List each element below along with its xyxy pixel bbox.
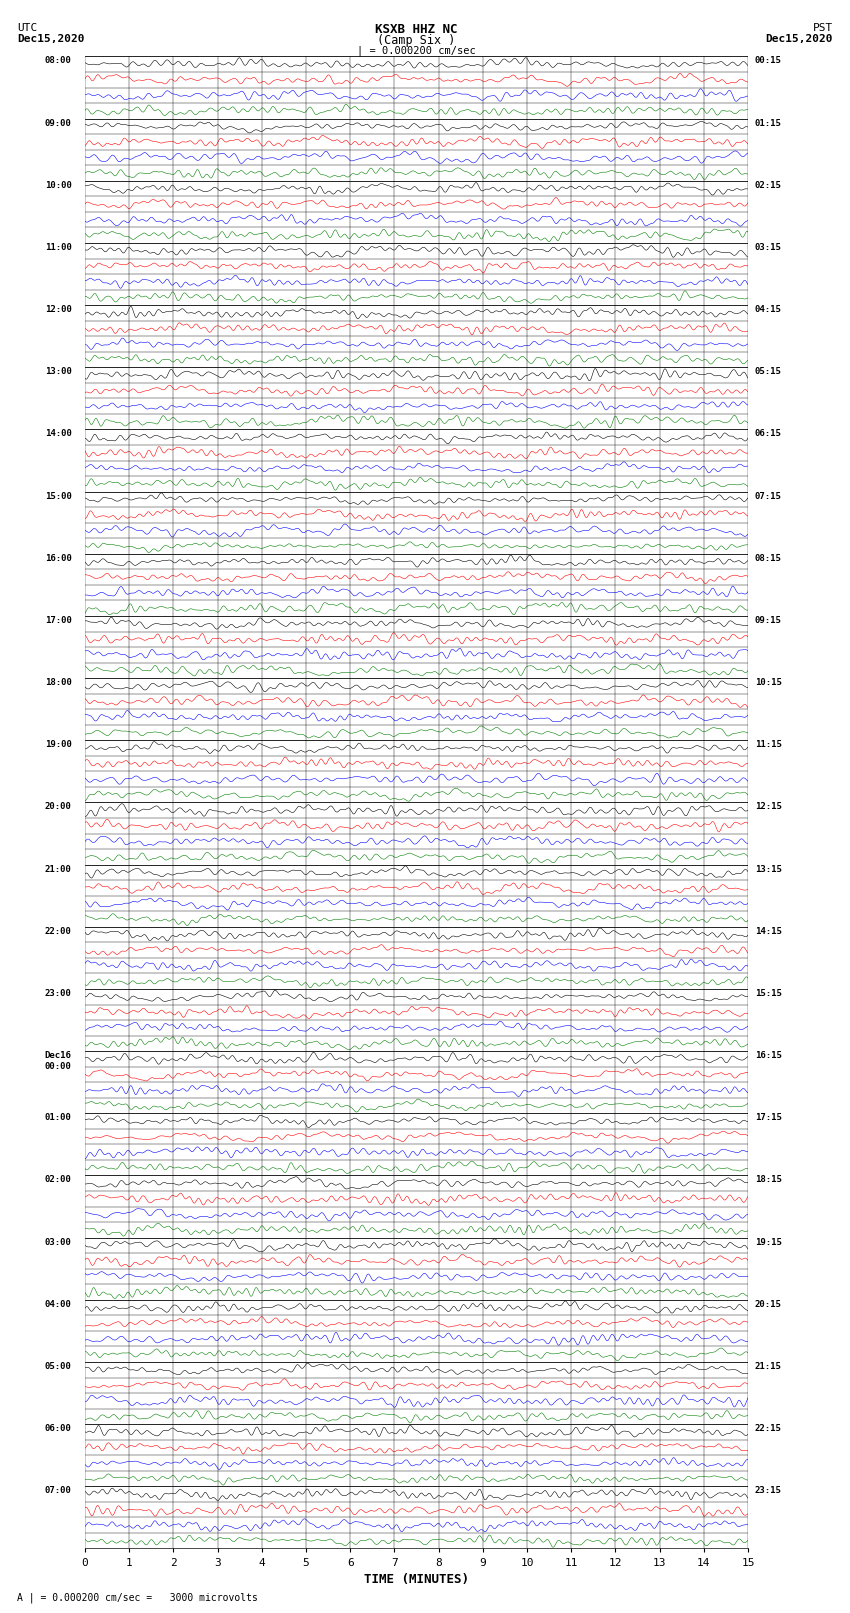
- Text: 03:15: 03:15: [755, 244, 781, 252]
- Text: 14:15: 14:15: [755, 927, 781, 936]
- Text: 08:15: 08:15: [755, 553, 781, 563]
- Text: KSXB HHZ NC: KSXB HHZ NC: [375, 23, 458, 35]
- Text: 13:00: 13:00: [45, 368, 71, 376]
- Text: 11:00: 11:00: [45, 244, 71, 252]
- Text: 00:15: 00:15: [755, 56, 781, 66]
- Text: 16:15: 16:15: [755, 1052, 781, 1060]
- Text: 19:15: 19:15: [755, 1237, 781, 1247]
- Text: 19:00: 19:00: [45, 740, 71, 750]
- Text: PST: PST: [813, 23, 833, 32]
- Text: 10:00: 10:00: [45, 181, 71, 190]
- Text: 11:15: 11:15: [755, 740, 781, 750]
- Text: 10:15: 10:15: [755, 677, 781, 687]
- Text: 05:00: 05:00: [45, 1361, 71, 1371]
- Text: 02:15: 02:15: [755, 181, 781, 190]
- Text: 15:00: 15:00: [45, 492, 71, 500]
- Text: 22:00: 22:00: [45, 927, 71, 936]
- Text: 14:00: 14:00: [45, 429, 71, 439]
- Text: (Camp Six ): (Camp Six ): [377, 34, 456, 47]
- Text: Dec16
00:00: Dec16 00:00: [45, 1052, 71, 1071]
- Text: 02:00: 02:00: [45, 1176, 71, 1184]
- Text: | = 0.000200 cm/sec: | = 0.000200 cm/sec: [357, 45, 476, 56]
- Text: 15:15: 15:15: [755, 989, 781, 998]
- Text: 05:15: 05:15: [755, 368, 781, 376]
- Text: 23:15: 23:15: [755, 1486, 781, 1495]
- Text: 18:00: 18:00: [45, 677, 71, 687]
- Text: 22:15: 22:15: [755, 1424, 781, 1432]
- Text: 01:15: 01:15: [755, 119, 781, 127]
- Text: 01:00: 01:00: [45, 1113, 71, 1123]
- Text: 12:15: 12:15: [755, 803, 781, 811]
- Text: 08:00: 08:00: [45, 56, 71, 66]
- Text: UTC: UTC: [17, 23, 37, 32]
- Text: 07:00: 07:00: [45, 1486, 71, 1495]
- Text: Dec15,2020: Dec15,2020: [17, 34, 84, 44]
- Text: 18:15: 18:15: [755, 1176, 781, 1184]
- Text: 04:15: 04:15: [755, 305, 781, 315]
- Text: 17:00: 17:00: [45, 616, 71, 624]
- Text: 16:00: 16:00: [45, 553, 71, 563]
- Text: 04:00: 04:00: [45, 1300, 71, 1308]
- Text: A | = 0.000200 cm/sec =   3000 microvolts: A | = 0.000200 cm/sec = 3000 microvolts: [17, 1592, 258, 1603]
- Text: 17:15: 17:15: [755, 1113, 781, 1123]
- Text: 21:15: 21:15: [755, 1361, 781, 1371]
- Text: 20:15: 20:15: [755, 1300, 781, 1308]
- Text: 09:00: 09:00: [45, 119, 71, 127]
- Text: 03:00: 03:00: [45, 1237, 71, 1247]
- X-axis label: TIME (MINUTES): TIME (MINUTES): [364, 1573, 469, 1586]
- Text: Dec15,2020: Dec15,2020: [766, 34, 833, 44]
- Text: 07:15: 07:15: [755, 492, 781, 500]
- Text: 06:00: 06:00: [45, 1424, 71, 1432]
- Text: 09:15: 09:15: [755, 616, 781, 624]
- Text: 06:15: 06:15: [755, 429, 781, 439]
- Text: 12:00: 12:00: [45, 305, 71, 315]
- Text: 21:00: 21:00: [45, 865, 71, 874]
- Text: 13:15: 13:15: [755, 865, 781, 874]
- Text: 23:00: 23:00: [45, 989, 71, 998]
- Text: 20:00: 20:00: [45, 803, 71, 811]
